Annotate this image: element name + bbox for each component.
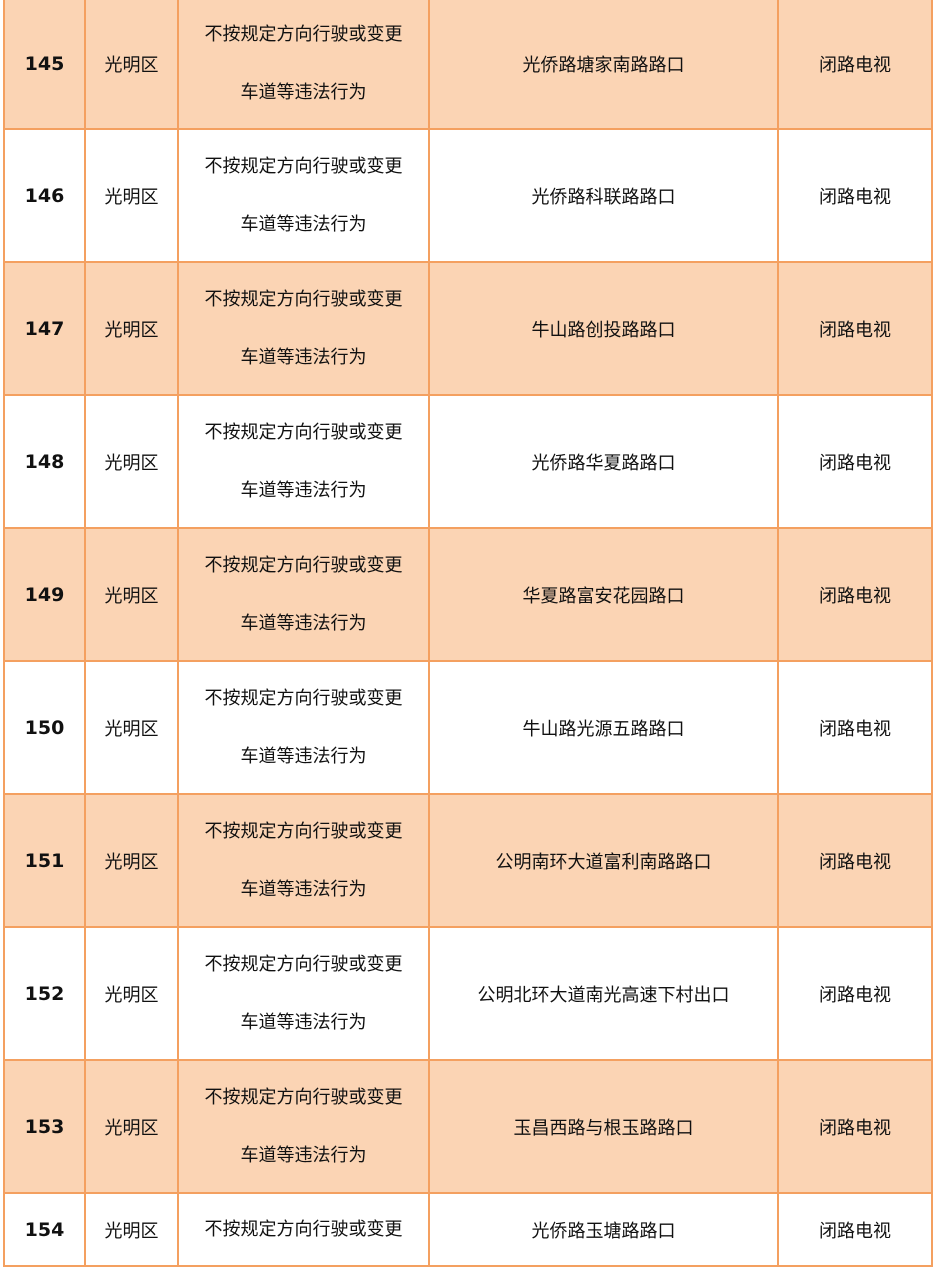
violation-line: 不按规定方向行驶或变更	[204, 24, 403, 45]
table-row: 147 光明区 不按规定方向行驶或变更 车道等违法行为 牛山路创投路路口 闭路电视	[3, 261, 933, 396]
violation-cell: 不按规定方向行驶或变更 车道等违法行为	[177, 394, 430, 529]
method-cell: 闭路电视	[777, 1059, 933, 1194]
row-number: 149	[3, 527, 86, 662]
violation-line: 不按规定方向行驶或变更	[204, 687, 403, 709]
location-cell: 光侨路华夏路路口	[428, 394, 779, 529]
table-row: 146 光明区 不按规定方向行驶或变更 车道等违法行为 光侨路科联路路口 闭路电视	[3, 128, 933, 263]
violation-table: 145 光明区 不按规定方向行驶或变更 车道等违法行为 光侨路塘家南路路口 闭路电视 146…	[3, 0, 933, 1267]
location-cell: 公明北环大道南光高速下村出口	[428, 926, 779, 1061]
row-number: 145	[3, 0, 86, 130]
location-cell: 牛山路创投路路口	[428, 261, 779, 396]
row-number: 147	[3, 261, 86, 396]
violation-line: 车道等违法行为	[240, 479, 367, 501]
violation-line: 车道等违法行为	[240, 82, 367, 103]
method-cell: 闭路电视	[777, 793, 933, 928]
violation-line: 车道等违法行为	[240, 213, 367, 235]
district-cell: 光明区	[84, 394, 179, 529]
violation-line: 车道等违法行为	[240, 346, 367, 368]
table-row: 154 光明区 不按规定方向行驶或变更 光侨路玉塘路路口 闭路电视	[3, 1192, 933, 1267]
method-cell: 闭路电视	[777, 660, 933, 795]
location-cell: 公明南环大道富利南路路口	[428, 793, 779, 928]
table-row: 153 光明区 不按规定方向行驶或变更 车道等违法行为 玉昌西路与根玉路路口 闭路电视	[3, 1059, 933, 1194]
table-row: 149 光明区 不按规定方向行驶或变更 车道等违法行为 华夏路富安花园路口 闭路电视	[3, 527, 933, 662]
location-cell: 玉昌西路与根玉路路口	[428, 1059, 779, 1194]
violation-cell: 不按规定方向行驶或变更 车道等违法行为	[177, 926, 430, 1061]
violation-cell: 不按规定方向行驶或变更 车道等违法行为	[177, 261, 430, 396]
district-cell: 光明区	[84, 793, 179, 928]
violation-line: 车道等违法行为	[240, 1144, 367, 1166]
table-row: 145 光明区 不按规定方向行驶或变更 车道等违法行为 光侨路塘家南路路口 闭路电视	[3, 0, 933, 130]
method-cell: 闭路电视	[777, 394, 933, 529]
location-cell: 光侨路塘家南路路口	[428, 0, 779, 130]
district-cell: 光明区	[84, 926, 179, 1061]
violation-line: 不按规定方向行驶或变更	[204, 554, 403, 576]
district-cell: 光明区	[84, 0, 179, 130]
district-cell: 光明区	[84, 1059, 179, 1194]
method-cell: 闭路电视	[777, 527, 933, 662]
table-row: 151 光明区 不按规定方向行驶或变更 车道等违法行为 公明南环大道富利南路路口 闭路电视	[3, 793, 933, 928]
violation-line: 车道等违法行为	[240, 745, 367, 767]
method-cell: 闭路电视	[777, 128, 933, 263]
violation-line: 不按规定方向行驶或变更	[204, 288, 403, 310]
table-row: 150 光明区 不按规定方向行驶或变更 车道等违法行为 牛山路光源五路路口 闭路电视	[3, 660, 933, 795]
violation-cell: 不按规定方向行驶或变更 车道等违法行为	[177, 660, 430, 795]
location-cell: 光侨路玉塘路路口	[428, 1192, 779, 1267]
violation-line: 不按规定方向行驶或变更	[204, 1218, 403, 1240]
violation-line: 不按规定方向行驶或变更	[204, 1086, 403, 1108]
violation-cell: 不按规定方向行驶或变更 车道等违法行为	[177, 1059, 430, 1194]
location-cell: 华夏路富安花园路口	[428, 527, 779, 662]
row-number: 146	[3, 128, 86, 263]
district-cell: 光明区	[84, 128, 179, 263]
method-cell: 闭路电视	[777, 1192, 933, 1267]
method-cell: 闭路电视	[777, 926, 933, 1061]
violation-line: 车道等违法行为	[240, 612, 367, 634]
method-cell: 闭路电视	[777, 261, 933, 396]
violation-cell: 不按规定方向行驶或变更 车道等违法行为	[177, 527, 430, 662]
violation-cell: 不按规定方向行驶或变更	[177, 1192, 430, 1267]
violation-line: 不按规定方向行驶或变更	[204, 953, 403, 975]
row-number: 154	[3, 1192, 86, 1267]
row-number: 153	[3, 1059, 86, 1194]
violation-line: 车道等违法行为	[240, 1011, 367, 1033]
district-cell: 光明区	[84, 527, 179, 662]
row-number: 148	[3, 394, 86, 529]
location-cell: 光侨路科联路路口	[428, 128, 779, 263]
location-cell: 牛山路光源五路路口	[428, 660, 779, 795]
district-cell: 光明区	[84, 660, 179, 795]
table-row: 152 光明区 不按规定方向行驶或变更 车道等违法行为 公明北环大道南光高速下村出口 闭路…	[3, 926, 933, 1061]
table-row: 148 光明区 不按规定方向行驶或变更 车道等违法行为 光侨路华夏路路口 闭路电视	[3, 394, 933, 529]
district-cell: 光明区	[84, 261, 179, 396]
violation-cell: 不按规定方向行驶或变更 车道等违法行为	[177, 793, 430, 928]
row-number: 150	[3, 660, 86, 795]
district-cell: 光明区	[84, 1192, 179, 1267]
violation-line: 不按规定方向行驶或变更	[204, 421, 403, 443]
violation-cell: 不按规定方向行驶或变更 车道等违法行为	[177, 128, 430, 263]
violation-line: 车道等违法行为	[240, 878, 367, 900]
violation-line: 不按规定方向行驶或变更	[204, 155, 403, 177]
violation-line: 不按规定方向行驶或变更	[204, 820, 403, 842]
row-number: 152	[3, 926, 86, 1061]
violation-cell: 不按规定方向行驶或变更 车道等违法行为	[177, 0, 430, 130]
method-cell: 闭路电视	[777, 0, 933, 130]
row-number: 151	[3, 793, 86, 928]
